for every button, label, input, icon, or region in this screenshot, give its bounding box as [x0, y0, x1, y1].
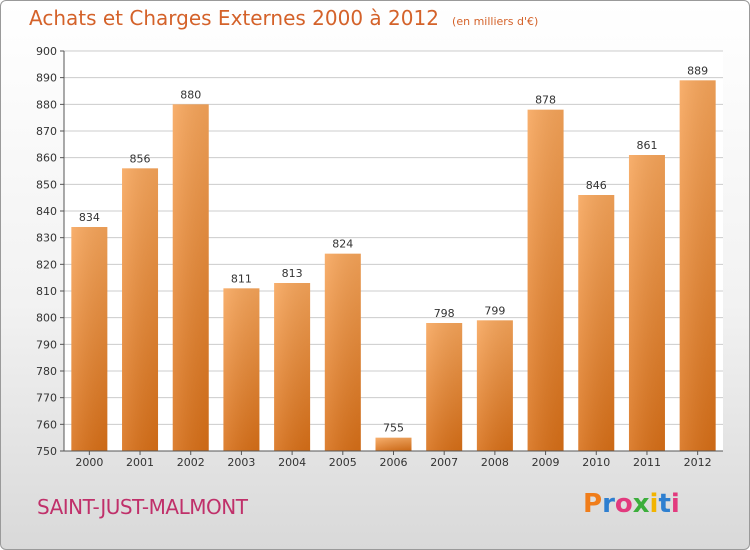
value-label-2004: 813 — [282, 267, 303, 280]
value-labels: 834 856 880 811 813 824 755 798 799 878 846 861 889 — [79, 64, 708, 434]
value-label-2000: 834 — [79, 211, 100, 224]
y-tick-label: 850 — [36, 178, 57, 191]
x-tick-label-2009: 2009 — [532, 456, 560, 469]
bar-shade-2008 — [476, 320, 513, 451]
x-tick-label-2004: 2004 — [278, 456, 306, 469]
y-tick-label: 800 — [36, 312, 57, 325]
x-tick-label-2012: 2012 — [684, 456, 712, 469]
value-label-2011: 861 — [636, 139, 657, 152]
title-row: Achats et Charges Externes 2000 à 2012 (… — [29, 6, 538, 30]
value-label-2012: 889 — [687, 64, 708, 77]
x-tick-label-2010: 2010 — [582, 456, 610, 469]
y-tick-label: 810 — [36, 285, 57, 298]
x-tick-label-2003: 2003 — [227, 456, 255, 469]
bar-shade-2004 — [274, 283, 311, 451]
plot-area — [64, 51, 723, 451]
brand-letter: t — [658, 489, 671, 519]
brand-letter: o — [614, 489, 633, 519]
value-label-2005: 824 — [332, 238, 353, 251]
bar-shade-2011 — [628, 155, 665, 451]
bar-shade-2002 — [172, 104, 209, 451]
chart-title: Achats et Charges Externes 2000 à 2012 — [29, 6, 439, 30]
y-tick-label: 870 — [36, 125, 57, 138]
y-tick-label: 780 — [36, 365, 57, 378]
brand-letter: x — [632, 489, 650, 519]
value-label-2002: 880 — [180, 88, 201, 101]
x-tick-label-2008: 2008 — [481, 456, 509, 469]
y-tick-label: 750 — [36, 445, 57, 458]
value-label-2009: 878 — [535, 94, 556, 107]
bar-shade-2009 — [527, 109, 564, 452]
value-label-2001: 856 — [130, 152, 151, 165]
value-label-2008: 799 — [484, 304, 505, 317]
brand-logo: Proxiti — [583, 489, 680, 519]
brand-letter: r — [602, 489, 615, 519]
x-tick-label-2007: 2007 — [430, 456, 458, 469]
bar-shade-2010 — [578, 195, 615, 451]
value-label-2007: 798 — [434, 307, 455, 320]
brand-letter: i — [670, 489, 680, 519]
y-tick-label: 760 — [36, 418, 57, 431]
y-tick-label: 900 — [36, 45, 57, 58]
value-label-2006: 755 — [383, 422, 404, 435]
bar-shade-2003 — [223, 288, 260, 451]
bars — [71, 80, 716, 452]
commune-name: SAINT-JUST-MALMONT — [37, 495, 248, 519]
x-tick-label-2002: 2002 — [177, 456, 205, 469]
brand-letter: i — [649, 489, 659, 519]
y-tick-label: 890 — [36, 72, 57, 85]
y-axis-ticks: 750 760 770 780 790 800 810 820 830 840 850 860 870 8… — [36, 45, 64, 458]
x-tick-label-2005: 2005 — [329, 456, 357, 469]
y-tick-label: 790 — [36, 338, 57, 351]
x-tick-label-2000: 2000 — [75, 456, 103, 469]
bar-shade-2001 — [122, 168, 159, 452]
bar-shade-2006 — [375, 437, 412, 451]
bar-shade-2007 — [426, 323, 463, 451]
bar-shade-2012 — [679, 80, 716, 451]
y-tick-label: 820 — [36, 258, 57, 271]
bar-shade-2000 — [71, 227, 108, 451]
y-tick-label: 840 — [36, 205, 57, 218]
bar-shade-2005 — [324, 253, 361, 451]
brand-letter: P — [583, 489, 603, 519]
x-axis-ticks: 2000 2001 2002 2003 2004 2005 2006 2007 2008 2009… — [75, 451, 712, 469]
x-tick-label-2006: 2006 — [380, 456, 408, 469]
chart-subtitle: (en milliers d'€) — [452, 15, 539, 28]
value-label-2003: 811 — [231, 272, 252, 285]
y-tick-label: 770 — [36, 392, 57, 405]
y-tick-label: 860 — [36, 152, 57, 165]
y-tick-label: 830 — [36, 232, 57, 245]
x-tick-label-2011: 2011 — [633, 456, 661, 469]
value-label-2010: 846 — [586, 179, 607, 192]
x-tick-label-2001: 2001 — [126, 456, 154, 469]
y-tick-label: 880 — [36, 98, 57, 111]
